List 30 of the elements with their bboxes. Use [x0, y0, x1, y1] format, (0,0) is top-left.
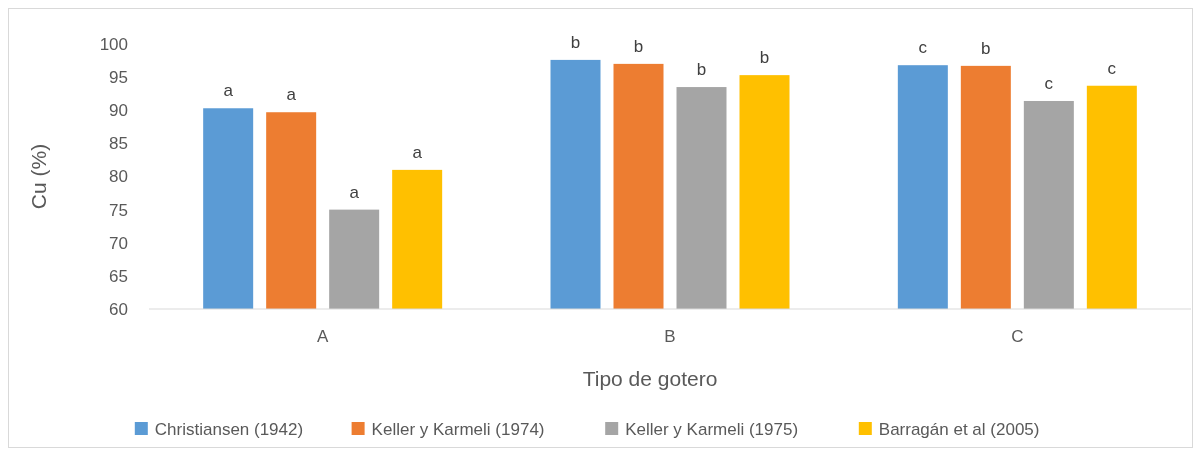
y-tick-label: 65 — [109, 266, 128, 286]
data-label: b — [696, 60, 707, 80]
data-label: c — [1044, 73, 1054, 93]
y-tick-label: 85 — [109, 134, 128, 154]
y-axis-title: Cu (%) — [27, 143, 50, 210]
x-tick-label: C — [1011, 327, 1024, 346]
x-axis-title: Tipo de gotero — [582, 367, 718, 390]
y-tick-label: 80 — [109, 167, 128, 187]
legend-label: Keller y Karmeli (1975) — [625, 419, 799, 439]
data-label: c — [1107, 58, 1117, 78]
data-label: b — [633, 36, 644, 56]
data-label: b — [759, 48, 770, 68]
data-label: a — [286, 85, 297, 105]
legend-label: Keller y Karmeli (1974) — [371, 419, 545, 439]
data-label: a — [223, 81, 234, 101]
y-tick-label: 100 — [99, 34, 128, 54]
y-tick-label: 70 — [109, 233, 128, 253]
y-tick-label: 90 — [109, 101, 128, 121]
y-tick-label: 60 — [109, 299, 128, 319]
y-tick-label: 75 — [109, 200, 128, 220]
x-tick-label: B — [664, 327, 676, 346]
legend-label: Christiansen (1942) — [154, 419, 304, 439]
y-tick-label: 95 — [109, 68, 128, 88]
x-tick-label: A — [316, 327, 329, 346]
data-label: a — [349, 182, 360, 202]
data-label: c — [918, 38, 928, 58]
data-label: b — [981, 38, 991, 58]
data-label: a — [412, 142, 423, 162]
data-label: b — [570, 32, 581, 52]
legend-label: Barragán et al (2005) — [878, 419, 1040, 439]
